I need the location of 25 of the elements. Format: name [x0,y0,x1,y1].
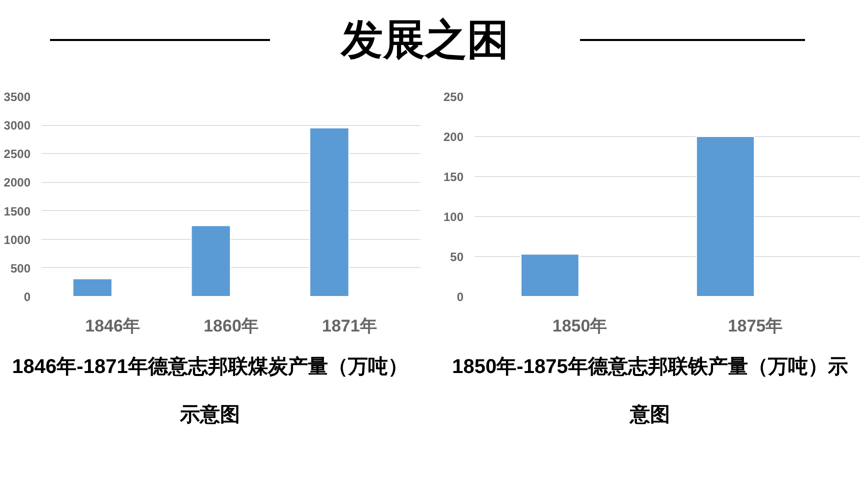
y-tick-label: 1500 [4,204,31,218]
y-tick-label: 500 [10,261,31,276]
y-tick-label: 3000 [4,118,31,133]
bar [309,127,350,296]
chart-title: 1850年-1875年德意志邦联铁产量（万吨）示意图 [452,356,848,426]
y-tick-label: 100 [443,210,464,224]
x-tick-label: 1846年 [85,316,140,336]
bar [72,278,112,296]
y-tick-label: 1000 [4,232,31,247]
y-tick-label: 2000 [4,176,31,190]
y-tick-label: 150 [443,170,464,184]
y-tick-label: 3500 [4,90,31,104]
x-tick-label: 1871年 [322,316,377,336]
bar [190,225,231,296]
x-tick-label: 1875年 [728,316,783,336]
y-tick-label: 200 [443,130,464,144]
y-tick-label: 0 [456,290,464,304]
y-tick-label: 250 [443,90,464,104]
text: 发展之困 [339,14,510,66]
y-tick-label: 0 [24,290,31,304]
x-tick-label: 1860年 [204,316,258,336]
y-tick-label: 2500 [4,147,31,162]
x-tick-label: 1850年 [552,316,608,336]
y-tick-label: 50 [450,250,464,264]
chart-title: 1846年-1871年德意志邦联煤炭产量（万吨）示意图 [12,356,408,426]
